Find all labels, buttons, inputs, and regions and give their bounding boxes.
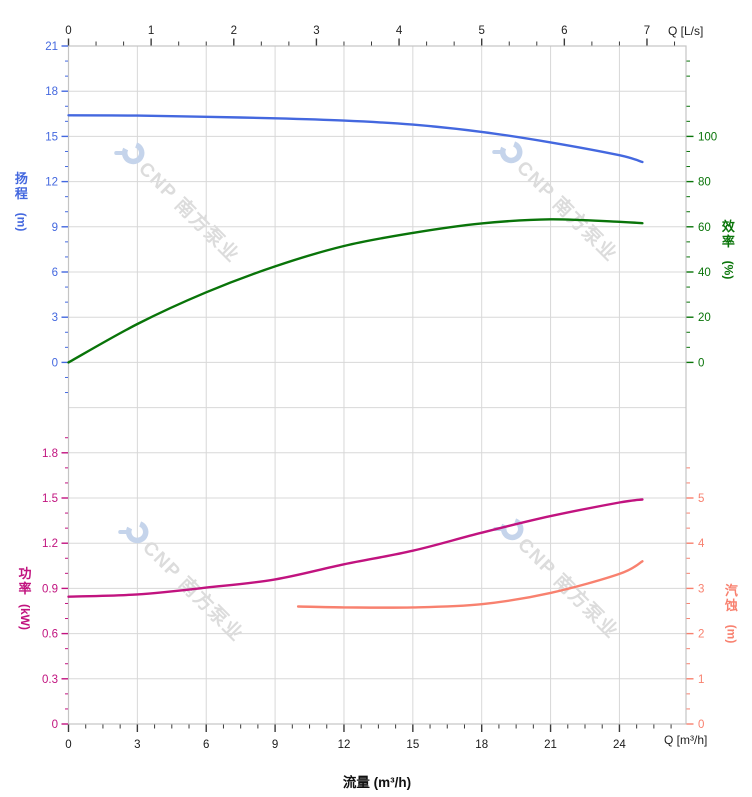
svg-text:4: 4	[396, 25, 403, 37]
curve-power	[67, 498, 644, 598]
svg-text:1.2: 1.2	[42, 538, 58, 550]
svg-text:6: 6	[561, 25, 567, 37]
head-axis-title: 扬程 (m)	[12, 171, 31, 232]
npsh-axis-title: 汽蚀 (m)	[722, 583, 741, 644]
cnp-logo-icon	[499, 140, 523, 164]
curve-efficiency	[67, 218, 644, 364]
curve-npsh	[296, 560, 644, 609]
svg-text:3: 3	[313, 25, 319, 37]
svg-text:1: 1	[148, 25, 154, 37]
top-axis-unit-label: Q [L/s]	[668, 24, 704, 38]
svg-text:15: 15	[406, 739, 419, 751]
svg-text:6: 6	[52, 267, 58, 279]
svg-text:12: 12	[45, 177, 58, 189]
power-axis-title: 功率 (kW)	[12, 566, 38, 630]
grid-lines	[67, 45, 687, 725]
power-axis-title-unit: (kW)	[18, 604, 32, 630]
svg-text:5: 5	[478, 25, 484, 37]
svg-text:18: 18	[475, 739, 488, 751]
svg-text:1: 1	[698, 674, 704, 686]
curves	[67, 114, 644, 609]
efficiency-axis-title-unit: (%)	[721, 260, 736, 280]
svg-text:7: 7	[644, 25, 650, 37]
svg-text:20: 20	[698, 312, 711, 324]
svg-text:0.6: 0.6	[42, 629, 58, 641]
head-axis-title-text: 扬程	[14, 171, 28, 201]
svg-text:5: 5	[698, 493, 704, 505]
svg-text:3: 3	[52, 312, 58, 324]
svg-text:2: 2	[231, 25, 237, 37]
watermark-instance: CNP 南方泵业	[118, 520, 249, 646]
svg-text:0.3: 0.3	[42, 674, 58, 686]
efficiency-axis-ticks: 100 80 60 40 20 0	[686, 60, 717, 369]
svg-text:18: 18	[45, 86, 58, 98]
svg-text:15: 15	[45, 131, 58, 143]
svg-text:1.8: 1.8	[42, 448, 58, 460]
watermark-instance: CNP 南方泵业	[114, 141, 245, 267]
svg-text:9: 9	[272, 739, 278, 751]
svg-text:3: 3	[134, 739, 140, 751]
npsh-axis-ticks: 5 4 3 2 1 0	[686, 467, 705, 731]
cnp-logo-icon	[121, 141, 145, 165]
svg-text:6: 6	[203, 739, 209, 751]
svg-text:0: 0	[65, 739, 71, 751]
flow-axis-title: 流量 (m³/h)	[342, 775, 412, 790]
svg-text:12: 12	[338, 739, 351, 751]
svg-text:2: 2	[698, 629, 704, 641]
head-axis-ticks: 21 18 15 12 9 6 3 0	[45, 41, 68, 394]
svg-text:100: 100	[698, 131, 717, 143]
svg-text:1.5: 1.5	[42, 493, 58, 505]
svg-text:21: 21	[45, 41, 58, 53]
svg-text:0: 0	[698, 357, 704, 369]
power-axis-title-text: 功率	[18, 566, 32, 596]
svg-text:0: 0	[52, 357, 58, 369]
efficiency-axis-title-text: 效率	[721, 219, 735, 249]
power-axis-ticks: 1.8 1.5 1.2 0.9 0.6 0.3 0	[42, 437, 68, 731]
svg-text:0: 0	[698, 719, 704, 731]
top-axis-ticks: 0 1 2 3 4 5 6 7	[65, 25, 676, 46]
cnp-logo-icon	[125, 520, 149, 544]
svg-text:0: 0	[65, 25, 71, 37]
watermark-text: CNP 南方泵业	[134, 157, 244, 267]
svg-text:9: 9	[52, 222, 58, 234]
svg-text:0.9: 0.9	[42, 583, 58, 595]
svg-text:24: 24	[613, 739, 626, 751]
svg-text:21: 21	[544, 739, 557, 751]
efficiency-axis-title: 效率 (%)	[719, 219, 738, 280]
svg-text:4: 4	[698, 538, 705, 550]
head-axis-title-unit: (m)	[14, 212, 29, 232]
watermark-text: CNP 南方泵业	[138, 536, 248, 646]
cnp-logo-icon	[500, 517, 524, 541]
watermark-text: CNP 南方泵业	[512, 156, 622, 266]
watermark-instance: CNP 南方泵业	[492, 140, 623, 266]
npsh-axis-title-text: 汽蚀	[724, 583, 738, 613]
svg-text:0: 0	[52, 719, 58, 731]
svg-text:40: 40	[698, 267, 711, 279]
npsh-axis-title-unit: (m)	[724, 624, 739, 644]
curve-head	[67, 114, 644, 164]
bottom-axis-unit-label: Q [m³/h]	[664, 733, 708, 747]
svg-text:3: 3	[698, 583, 704, 595]
bottom-axis-ticks: 0 3 6 9 12 15 18 21 24	[65, 724, 672, 751]
svg-text:60: 60	[698, 222, 711, 234]
svg-text:80: 80	[698, 177, 711, 189]
